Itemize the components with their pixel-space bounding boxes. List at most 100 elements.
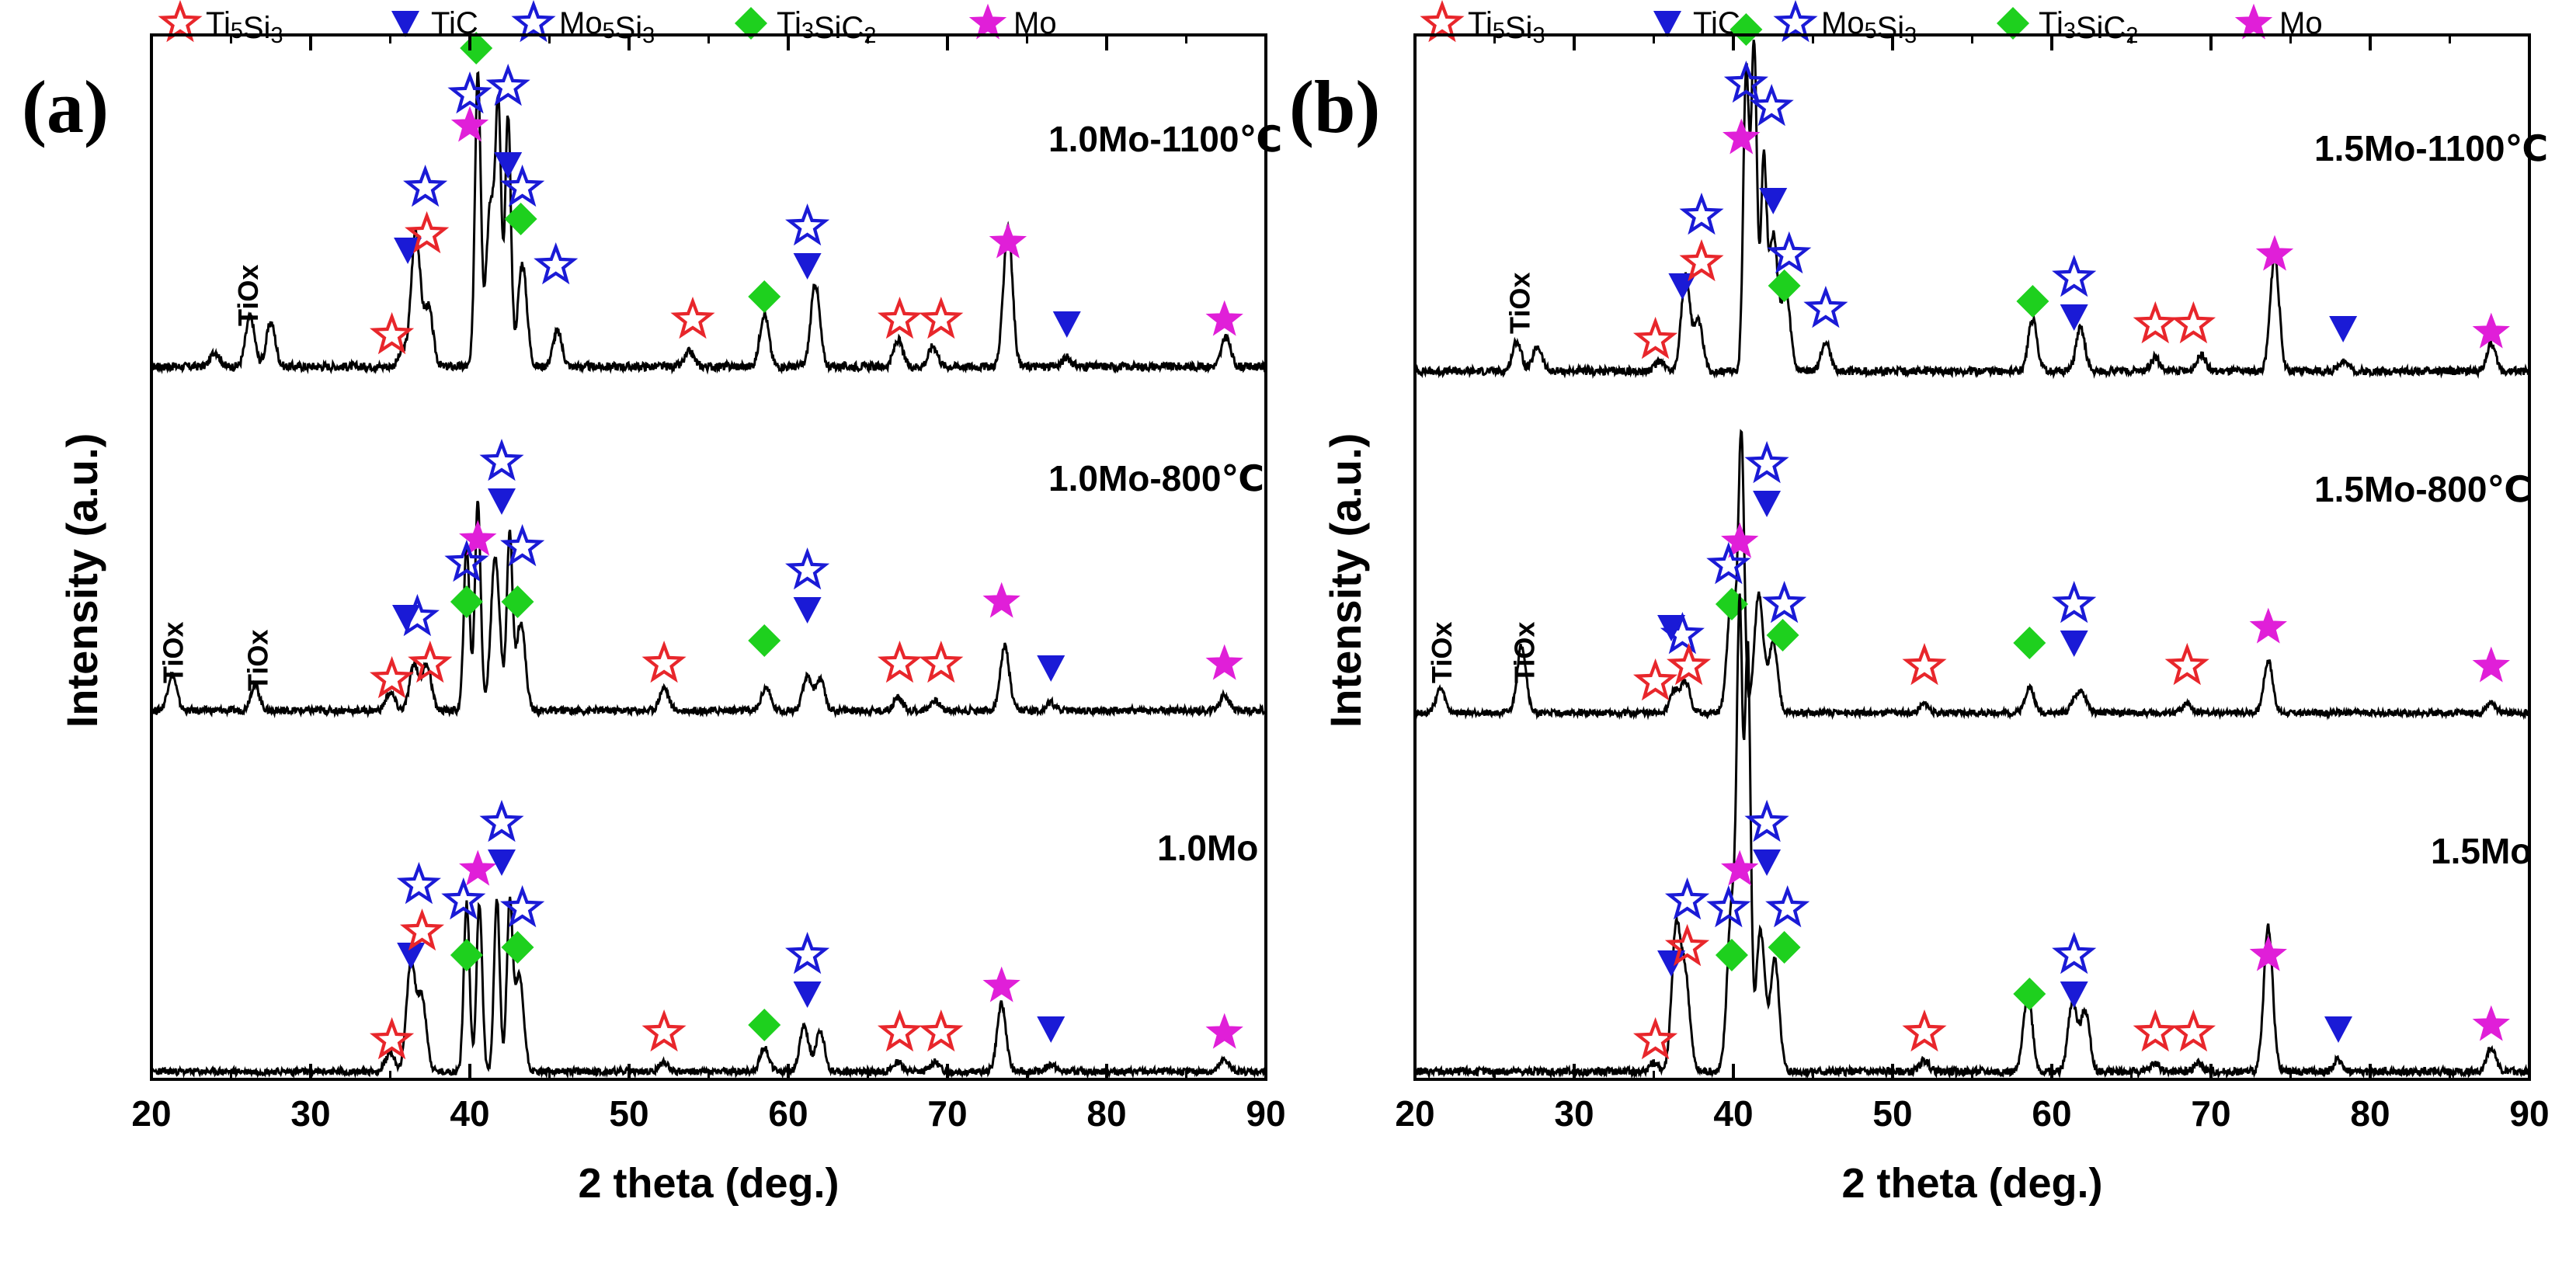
legend-marker-star-filled [2234, 3, 2273, 40]
x-axis-label: 2 theta (deg.) [1841, 1160, 2102, 1207]
reflection-marker-mo5si3 [2052, 931, 2097, 974]
annotation-tiox: TiOx [1504, 273, 1535, 334]
reflection-marker-mo5si3 [1679, 192, 1724, 235]
x-tick-label: 20 [131, 1093, 171, 1134]
x-tick-label: 70 [2191, 1093, 2230, 1134]
reflection-marker-mo [2472, 646, 2510, 683]
x-tick-label: 90 [1246, 1093, 1285, 1134]
reflection-marker-tic [1037, 1016, 1066, 1043]
x-tick-label: 40 [450, 1093, 489, 1134]
x-tick-label: 30 [1554, 1093, 1594, 1134]
legend-label: Ti5Si3 [206, 6, 283, 48]
reflection-marker-ti3sic2 [2016, 285, 2049, 318]
reflection-marker-tic [2060, 304, 2088, 331]
reflection-marker-ti5si3 [1902, 1009, 1947, 1052]
reflection-marker-mo5si3 [1723, 60, 1768, 103]
reflection-marker-mo [459, 849, 497, 886]
reflection-marker-ti5si3 [405, 210, 450, 254]
reflection-marker-mo5si3 [500, 884, 545, 928]
legend-label: Ti3SiC2 [2039, 6, 2138, 48]
reflection-marker-ti5si3 [2171, 301, 2216, 344]
reflection-marker-tic [488, 488, 516, 515]
reflection-marker-tic [793, 981, 822, 1008]
reflection-marker-tic [793, 597, 822, 624]
reflection-marker-ti3sic2 [450, 939, 483, 971]
reflection-marker-mo5si3 [785, 203, 830, 246]
reflection-marker-mo [1721, 522, 1759, 558]
reflection-marker-ti5si3 [877, 1009, 923, 1052]
legend-marker-diamond [735, 7, 767, 40]
reflection-marker-mo [450, 106, 489, 142]
x-tick-label: 40 [1713, 1093, 1753, 1134]
reflection-marker-ti3sic2 [501, 585, 534, 618]
reflection-marker-mo5si3 [500, 164, 545, 207]
pattern-1.5mo-800-: TiOx TiOx 1.5Mo-800℃ [1414, 429, 2530, 721]
reflection-marker-mo5si3 [1767, 231, 1812, 274]
reflection-marker-mo [1205, 644, 1243, 680]
reflection-marker-ti5si3 [1679, 238, 1724, 282]
reflection-marker-ti3sic2 [1768, 269, 1801, 302]
reflection-marker-mo [1205, 1013, 1243, 1049]
reflection-marker-tic [1753, 849, 1782, 876]
y-axis-label: Intensity (a.u.) [1321, 433, 1370, 728]
reflection-marker-mo5si3 [441, 877, 486, 920]
legend-item-mo5si3: Mo5Si3 [1773, 0, 1917, 48]
legend-marker-star-open [158, 0, 203, 43]
plot-frame [1413, 33, 2531, 1081]
reflection-marker-mo5si3 [1706, 884, 1751, 928]
legend-item-mo5si3: Mo5Si3 [511, 0, 655, 48]
reflection-marker-tic [397, 943, 426, 969]
reflection-marker-mo [1721, 849, 1759, 886]
reflection-marker-mo5si3 [1706, 541, 1751, 585]
x-tick-label: 20 [1395, 1093, 1434, 1134]
reflection-marker-mo5si3 [1765, 884, 1810, 928]
reflection-marker-ti5si3 [877, 640, 923, 683]
legend-item-ti3sic2: Ti3SiC2 [1997, 6, 2138, 48]
reflection-marker-tic [2329, 316, 2358, 342]
legend-marker-star-filled [968, 3, 1007, 40]
x-tick-label: 50 [609, 1093, 648, 1134]
reflection-marker-ti5si3 [369, 1016, 415, 1060]
reflection-marker-ti5si3 [641, 640, 687, 683]
reflection-marker-mo5si3 [1664, 877, 1710, 920]
xrd-trace [1413, 593, 2530, 1080]
xrd-trace [151, 71, 1267, 375]
reflection-marker-tic [1753, 491, 1782, 517]
reflection-marker-ti5si3 [2164, 642, 2209, 686]
legend-marker-triangle-down [391, 11, 419, 37]
reflection-marker-tic [494, 152, 523, 179]
reflection-marker-tic [793, 253, 822, 280]
reflection-marker-ti5si3 [919, 1009, 964, 1052]
reflection-marker-ti5si3 [2133, 301, 2178, 344]
reflection-marker-mo [1205, 300, 1243, 336]
pattern-label: 1.5Mo [2431, 831, 2532, 871]
reflection-marker-ti3sic2 [1730, 13, 1763, 46]
y-axis-label: Intensity (a.u.) [57, 433, 106, 728]
pattern-label: 1.0Mo-1100℃ [1048, 119, 1282, 159]
reflection-marker-mo5si3 [2052, 254, 2097, 297]
x-tick-label: 90 [2509, 1093, 2549, 1134]
reflection-marker-tic [2324, 1016, 2352, 1043]
reflection-marker-tic [1037, 655, 1066, 682]
xrd-trace [150, 500, 1267, 719]
reflection-marker-tic [2060, 981, 2088, 1008]
annotation-tiox: TiOx [242, 630, 273, 691]
legend-label: Mo5Si3 [559, 6, 655, 48]
reflection-marker-ti5si3 [1632, 1016, 1678, 1060]
reflection-marker-mo [2472, 1005, 2510, 1041]
reflection-marker-ti5si3 [919, 296, 964, 339]
reflection-marker-tic [2060, 631, 2088, 657]
reflection-marker-ti3sic2 [1766, 619, 1799, 651]
legend-item-ti5si3: Ti5Si3 [1420, 0, 1545, 48]
reflection-marker-ti3sic2 [748, 624, 781, 657]
legend-label: Ti5Si3 [1468, 6, 1545, 48]
x-tick-label: 50 [1872, 1093, 1912, 1134]
reflection-marker-ti5si3 [919, 640, 964, 683]
reflection-marker-mo [2255, 235, 2294, 271]
x-tick-label: 60 [768, 1093, 808, 1134]
reflection-marker-tic [394, 238, 422, 264]
reflection-marker-ti5si3 [877, 296, 923, 339]
legend-item-ti5si3: Ti5Si3 [158, 0, 283, 48]
annotation-tiox: TiOx [1508, 622, 1540, 683]
plot-frame [150, 33, 1267, 1081]
